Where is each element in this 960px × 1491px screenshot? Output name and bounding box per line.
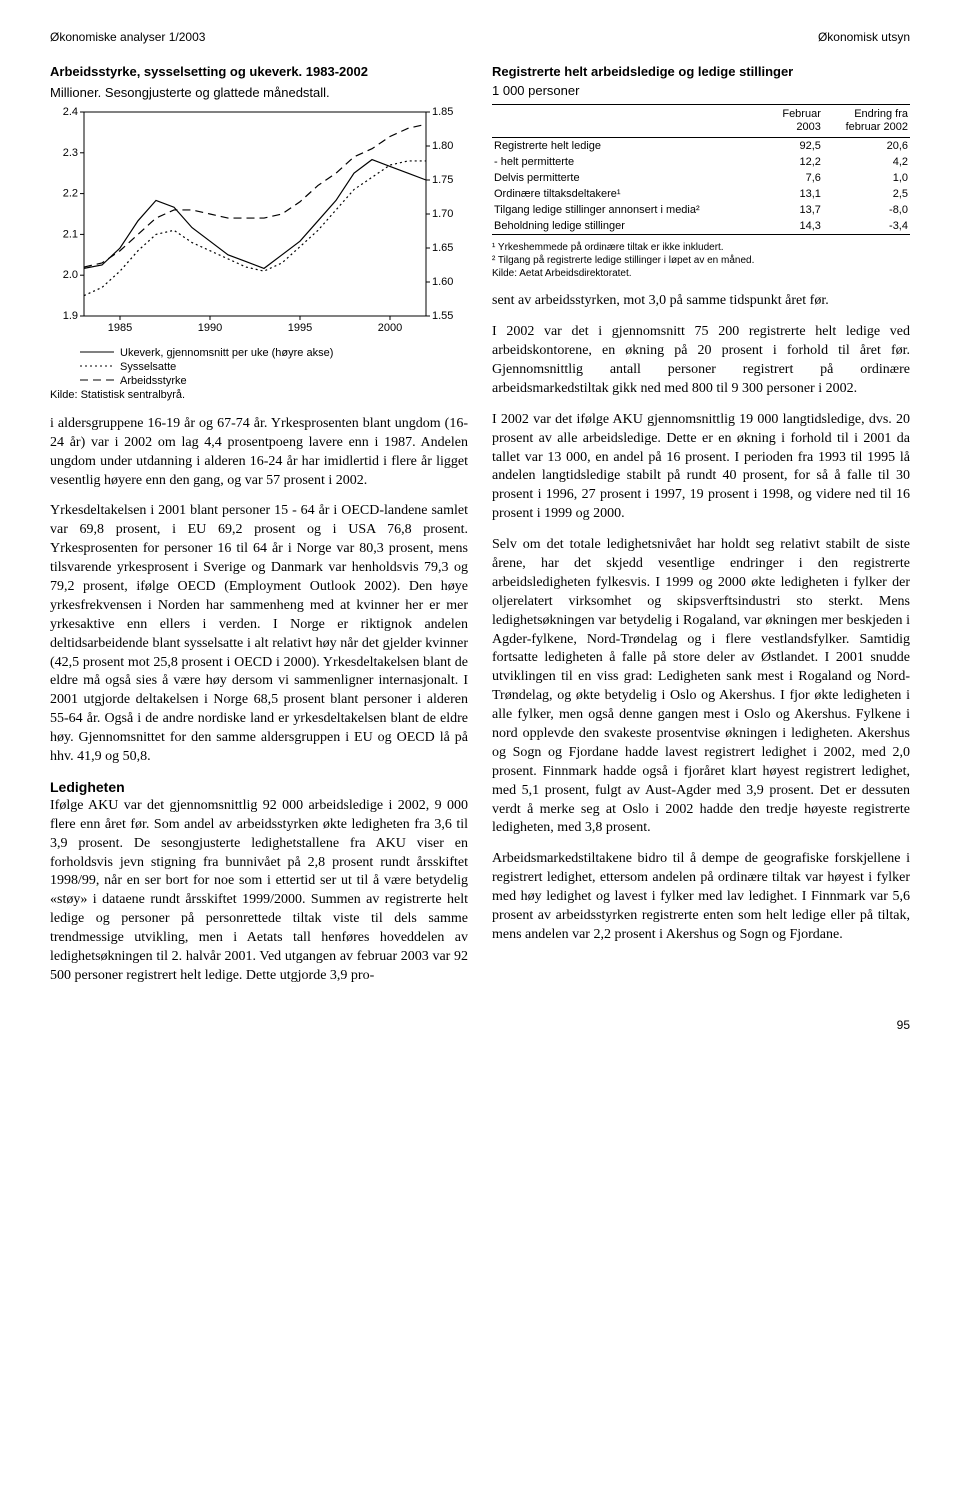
svg-text:2.4: 2.4 [63, 106, 78, 118]
table-title: Registrerte helt arbeidsledige og ledige… [492, 64, 910, 81]
table-cell: -3,4 [823, 218, 910, 235]
table-cell: Tilgang ledige stillinger annonsert i me… [492, 202, 767, 218]
table-cell: -8,0 [823, 202, 910, 218]
svg-text:1.80: 1.80 [432, 140, 453, 152]
svg-text:1.75: 1.75 [432, 174, 453, 186]
table-row: Tilgang ledige stillinger annonsert i me… [492, 202, 910, 218]
col-header: Februar2003 [767, 104, 823, 137]
table-row: Delvis permitterte7,61,0 [492, 170, 910, 186]
chart-title: Arbeidsstyrke, sysselsetting og ukeverk.… [50, 64, 468, 81]
svg-text:1.9: 1.9 [63, 310, 78, 322]
paragraph: Selv om det totale ledighetsnivået har h… [492, 536, 910, 838]
table-cell: 14,3 [767, 218, 823, 235]
legend-row: Arbeidsstyrke [80, 375, 468, 387]
chart-source: Kilde: Statistisk sentralbyrå. [50, 389, 468, 401]
table-cell: 13,1 [767, 186, 823, 202]
left-column: Arbeidsstyrke, sysselsetting og ukeverk.… [50, 64, 468, 998]
table-cell: 12,2 [767, 154, 823, 170]
svg-text:1.65: 1.65 [432, 242, 453, 254]
svg-text:1985: 1985 [108, 322, 132, 334]
legend-row: Sysselsatte [80, 361, 468, 373]
table-row: Registrerte helt ledige92,520,6 [492, 138, 910, 155]
svg-text:1990: 1990 [198, 322, 222, 334]
footnote: ² Tilgang på registrerte ledige stilling… [492, 254, 910, 267]
chart-subtitle: Millioner. Sesongjusterte og glattede må… [50, 85, 468, 100]
col-header: Endring frafebruar 2002 [823, 104, 910, 137]
table-cell: 20,6 [823, 138, 910, 155]
table-cell: Ordinære tiltaksdeltakere¹ [492, 186, 767, 202]
table-row: - helt permitterte12,24,2 [492, 154, 910, 170]
page-number: 95 [50, 1018, 910, 1032]
table-cell: 13,7 [767, 202, 823, 218]
svg-text:1.85: 1.85 [432, 106, 453, 118]
svg-text:2.1: 2.1 [63, 228, 78, 240]
header-right: Økonomisk utsyn [818, 30, 910, 44]
table-cell: Beholdning ledige stillinger [492, 218, 767, 235]
chart-svg: 1.9 2.0 2.1 2.2 2.3 2.4 1.55 1.60 1.65 1.70 1.75 1.… [50, 106, 460, 336]
svg-text:2.0: 2.0 [63, 269, 78, 281]
section-heading: Ledigheten [50, 779, 468, 795]
paragraph: sent av arbeidsstyrken, mot 3,0 på samme… [492, 292, 910, 311]
table-footnotes: ¹ Yrkeshemmede på ordinære tiltak er ikk… [492, 241, 910, 280]
legend-label: Sysselsatte [120, 361, 176, 373]
table-cell: - helt permitterte [492, 154, 767, 170]
data-table: Februar2003 Endring frafebruar 2002 Regi… [492, 104, 910, 235]
chart: 1.9 2.0 2.1 2.2 2.3 2.4 1.55 1.60 1.65 1.70 1.75 1.… [50, 106, 468, 341]
table-cell: 1,0 [823, 170, 910, 186]
svg-text:1.60: 1.60 [432, 276, 453, 288]
table-cell: Delvis permitterte [492, 170, 767, 186]
table-row: Ordinære tiltaksdeltakere¹13,12,5 [492, 186, 910, 202]
table-cell: 92,5 [767, 138, 823, 155]
paragraph: i aldersgruppene 16-19 år og 67-74 år. Y… [50, 415, 468, 491]
svg-text:2.3: 2.3 [63, 147, 78, 159]
table-cell: 2,5 [823, 186, 910, 202]
header-left: Økonomiske analyser 1/2003 [50, 30, 205, 44]
paragraph: Ifølge AKU var det gjennomsnittlig 92 00… [50, 797, 468, 986]
table-subtitle: 1 000 personer [492, 83, 910, 98]
col-header [492, 104, 767, 137]
paragraph: I 2002 var det i gjennomsnitt 75 200 reg… [492, 323, 910, 399]
svg-text:1995: 1995 [288, 322, 312, 334]
svg-text:1.55: 1.55 [432, 310, 453, 322]
left-body-text: i aldersgruppene 16-19 år og 67-74 år. Y… [50, 415, 468, 986]
footnote: ¹ Yrkeshemmede på ordinære tiltak er ikk… [492, 241, 910, 254]
svg-text:1.70: 1.70 [432, 208, 453, 220]
paragraph: Yrkesdeltakelsen i 2001 blant personer 1… [50, 502, 468, 766]
right-column: Registrerte helt arbeidsledige og ledige… [492, 64, 910, 998]
svg-text:2.2: 2.2 [63, 187, 78, 199]
svg-text:2000: 2000 [378, 322, 402, 334]
legend-label: Arbeidsstyrke [120, 375, 187, 387]
table-cell: Registrerte helt ledige [492, 138, 767, 155]
paragraph: Arbeidsmarkedstiltakene bidro til å demp… [492, 850, 910, 944]
right-body-text: sent av arbeidsstyrken, mot 3,0 på samme… [492, 292, 910, 945]
legend-row: Ukeverk, gjennomsnitt per uke (høyre aks… [80, 347, 468, 359]
footnote: Kilde: Aetat Arbeidsdirektoratet. [492, 267, 910, 280]
table-row: Beholdning ledige stillinger14,3-3,4 [492, 218, 910, 235]
table-cell: 7,6 [767, 170, 823, 186]
table-cell: 4,2 [823, 154, 910, 170]
page-header: Økonomiske analyser 1/2003 Økonomisk uts… [50, 30, 910, 44]
chart-legend: Ukeverk, gjennomsnitt per uke (høyre aks… [80, 347, 468, 387]
paragraph: I 2002 var det ifølge AKU gjennomsnittli… [492, 411, 910, 524]
legend-label: Ukeverk, gjennomsnitt per uke (høyre aks… [120, 347, 333, 359]
